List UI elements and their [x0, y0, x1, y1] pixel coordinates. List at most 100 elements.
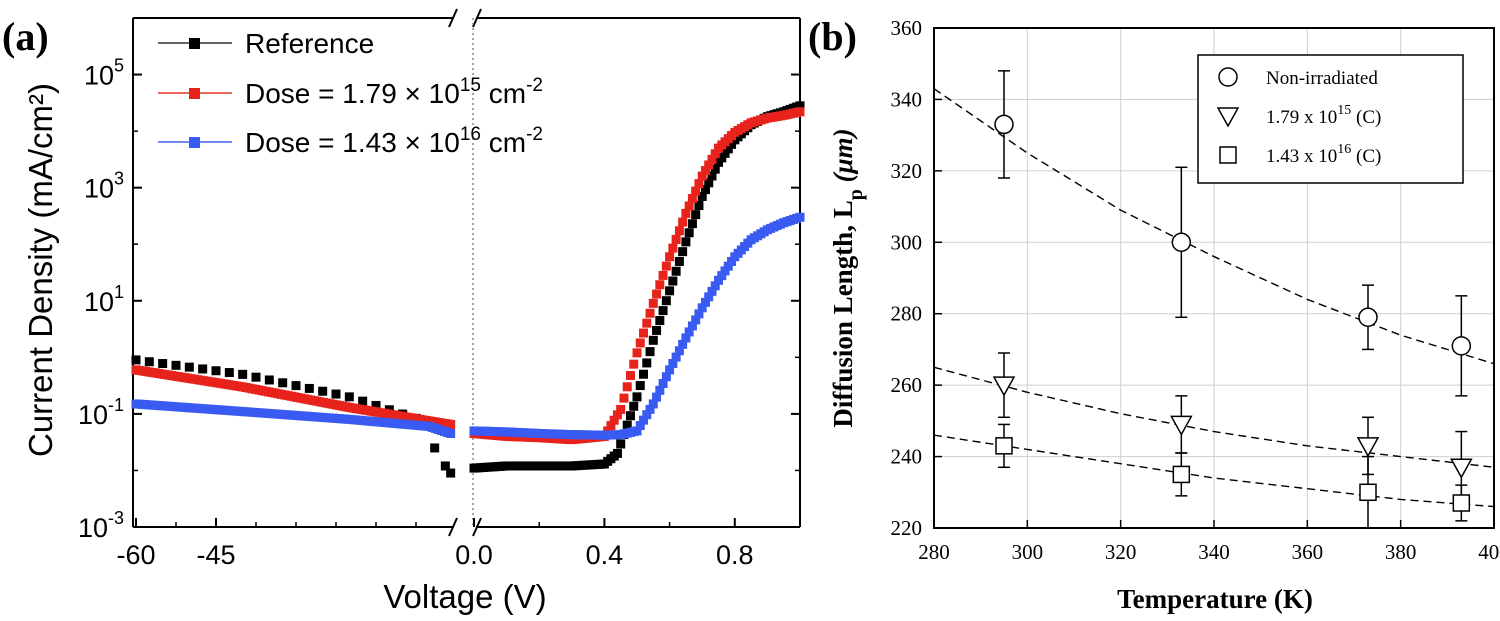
panel-a-data-point — [681, 208, 691, 218]
panel-b-y-tick-label: 280 — [891, 302, 923, 326]
panel-a-data-point — [655, 385, 665, 395]
panel-a-legend-label: Dose = 1.43 × 10 — [245, 127, 460, 158]
panel-a-data-point — [639, 369, 649, 379]
panel-a-data-point — [612, 410, 622, 420]
panel-a-data-point — [707, 154, 717, 164]
panel-a-data-point — [629, 359, 639, 369]
panel-b-y-axis-label-sub: p — [845, 189, 867, 200]
panel-a-data-point — [661, 261, 671, 271]
panel-a-data-point — [198, 364, 208, 374]
panel-a-data-point — [707, 171, 717, 181]
panel-a-label: (a) — [2, 14, 49, 59]
panel-a-data-point — [727, 139, 737, 149]
panel-a-data-point — [446, 419, 456, 429]
panel-a-axis-break-mark — [472, 8, 482, 28]
panel-a-data-point — [144, 357, 154, 367]
panel-b-y-axis-label-unit: (μm) — [828, 128, 858, 189]
panel-a-data-point — [720, 148, 730, 158]
panel-b-data-point — [1356, 437, 1380, 458]
panel-b-x-tick-label: 400 — [1478, 540, 1500, 564]
panel-a-data-point — [671, 266, 681, 276]
panel-b-fit-curve — [933, 434, 1495, 508]
panel-a-data-point — [661, 296, 671, 306]
panel-a-legend-marker — [189, 137, 200, 148]
panel-a-data-point — [331, 389, 341, 399]
panel-a-data-point — [158, 359, 168, 369]
panel-a-y-axis-label: Current Density (mA/cm²) — [22, 83, 59, 457]
panel-a-data-point — [665, 286, 675, 296]
panel-a-legend-sup: 16 — [460, 124, 481, 145]
panel-a-data-point — [665, 252, 675, 262]
panel-b-legend-label: 1.79 x 10 — [1266, 107, 1337, 128]
panel-a-data-point — [704, 292, 714, 302]
panel-a-data-point — [704, 160, 714, 170]
panel-a-data-point — [635, 421, 645, 431]
panel-a-data-point — [616, 439, 626, 449]
panel-a-data-point — [658, 379, 668, 389]
panel-a-data-point — [707, 286, 717, 296]
panel-b-y-axis-label-main: Diffusion Length, L — [828, 200, 858, 427]
panel-a-data-point — [648, 335, 658, 345]
panel-a-axis-break-mark — [448, 517, 458, 537]
panel-a-data-point — [629, 401, 639, 411]
panel-a-y-tick-label: 10-1 — [78, 395, 124, 430]
panel-b-y-tick-label: 340 — [891, 87, 923, 111]
panel-b-legend-marker — [1216, 107, 1240, 128]
panel-a-data-point — [710, 164, 720, 174]
panel-a-legend-sup: 15 — [460, 75, 481, 96]
panel-a-data-point — [671, 234, 681, 244]
panel-a-data-point — [652, 325, 662, 335]
panel-a-data-point — [652, 392, 662, 402]
panel-a-data-point — [717, 153, 727, 163]
panel-a-data-point — [609, 415, 619, 425]
panel-a-y-tick-label: 103 — [84, 169, 124, 204]
panel-a-data-point — [687, 219, 697, 229]
panel-a-data-point — [674, 256, 684, 266]
panel-a-x-tick-label: -45 — [196, 540, 235, 570]
panel-a-data-point — [795, 212, 805, 222]
panel-a-legend-tail: cm — [481, 78, 526, 109]
panel-a-data-point — [723, 144, 733, 154]
panel-a-data-point — [681, 333, 691, 343]
panel-a-data-point — [291, 381, 301, 391]
panel-a-legend-tail: cm — [481, 127, 526, 158]
panel-a-y-tick-exponent: 3 — [114, 169, 124, 189]
panel-a-data-point — [635, 338, 645, 348]
panel-b-x-tick-label: 360 — [1292, 540, 1324, 564]
panel-a-data-point — [358, 396, 368, 406]
panel-a-data-point — [648, 399, 658, 409]
panel-a-data-point — [642, 410, 652, 420]
panel-a-data-point — [668, 243, 678, 253]
panel-b-x-tick-label: 320 — [1105, 540, 1137, 564]
panel-a-data-point — [131, 355, 141, 365]
panel-a-data-point — [612, 448, 622, 458]
panel-a-data-point — [642, 318, 652, 328]
panel-a-data-point — [727, 256, 737, 266]
panel-a-data-point — [694, 201, 704, 211]
panel-a-legend-marker — [189, 88, 200, 99]
panel-a-data-point — [674, 346, 684, 356]
panel-a-data-point — [697, 191, 707, 201]
panel-a-data-point — [694, 179, 704, 189]
panel-a-data-point — [697, 171, 707, 181]
panel-a-data-point — [684, 228, 694, 238]
panel-a-data-point — [694, 309, 704, 319]
panel-a-data-point — [684, 201, 694, 211]
panel-a-data-point — [674, 226, 684, 236]
panel-b-data-point — [1171, 232, 1192, 253]
panel-a-data-point — [440, 461, 450, 471]
panel-a-data-point — [446, 468, 456, 478]
panel-a-data-point — [687, 194, 697, 204]
panel-b-data-point — [1452, 494, 1471, 512]
panel-a-x-axis-label: Voltage (V) — [383, 578, 546, 615]
panel-a-y-tick-mantissa: 10 — [78, 400, 108, 430]
panel-a-data-point — [648, 298, 658, 308]
panel-a-data-point — [224, 368, 234, 378]
panel-a-data-point — [632, 348, 642, 358]
panel-a-data-point — [344, 392, 354, 402]
panel-a-legend-sup2: -2 — [526, 75, 543, 96]
panel-b-x-tick-label: 280 — [918, 540, 950, 564]
panel-a-series-dose-2 — [131, 212, 805, 440]
